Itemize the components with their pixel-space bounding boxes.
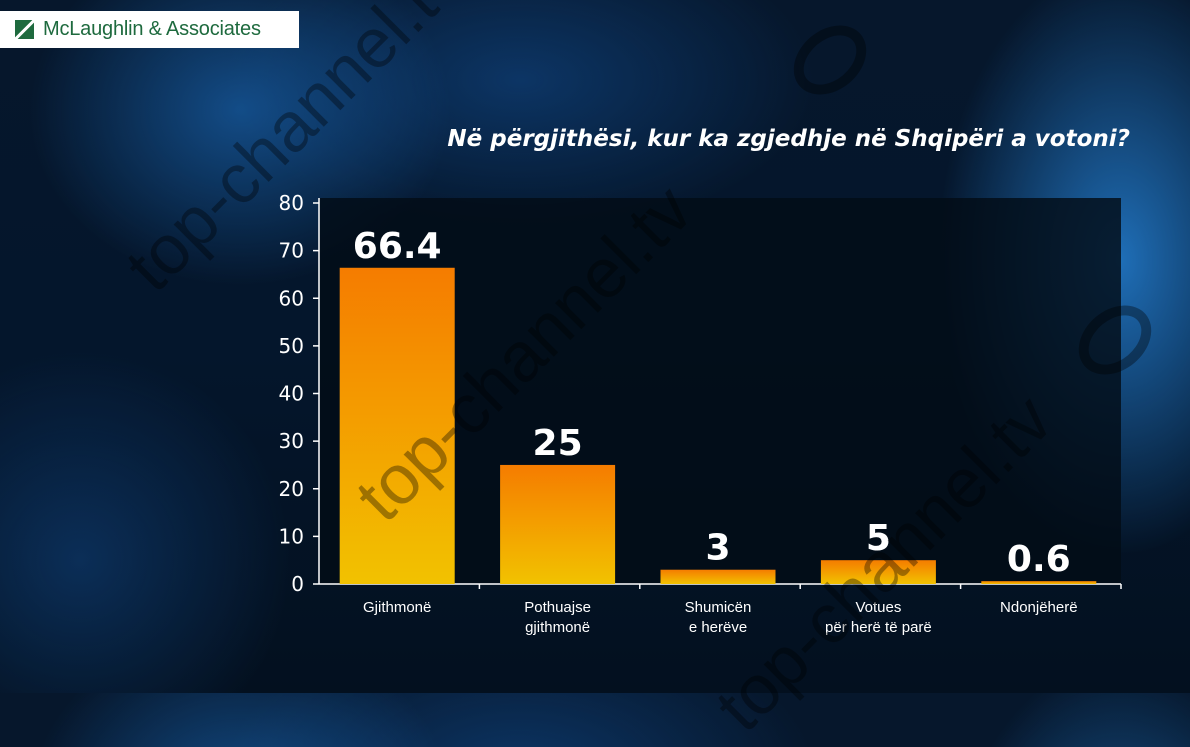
bar	[820, 560, 936, 584]
data-label: 3	[705, 528, 730, 569]
x-tick-label: Ndonjëherë	[1000, 599, 1078, 616]
y-tick-label: 0	[291, 572, 304, 596]
x-tick-label: Gjithmonë	[363, 599, 431, 616]
bar	[660, 569, 776, 584]
y-tick-label: 20	[279, 477, 304, 501]
y-tick-label: 60	[279, 286, 304, 310]
brand-name: McLaughlin & Associates	[43, 18, 261, 40]
bar	[500, 464, 616, 584]
y-tick-label: 80	[279, 191, 304, 215]
bar	[981, 581, 1097, 584]
bar	[339, 267, 455, 584]
chart-title: Në përgjithësi, kur ka zgjedhje në Shqip…	[447, 126, 1130, 152]
data-label: 66.4	[353, 226, 442, 267]
brand-mark-icon	[15, 20, 34, 39]
data-label: 5	[866, 518, 891, 559]
x-tick-label: Votues për herë të parë	[825, 599, 932, 636]
data-label: 0.6	[1007, 539, 1071, 580]
y-tick-label: 10	[279, 524, 304, 548]
data-label: 25	[533, 423, 583, 464]
brand-logo: McLaughlin & Associates	[0, 11, 299, 48]
bar-chart: 0 10 20 30 40 50 60 70 80 66.4 Gjithmonë 25 Pothuajs…	[279, 191, 1097, 636]
y-tick-label: 40	[279, 382, 304, 406]
y-tick-label: 70	[279, 239, 304, 263]
y-tick-label: 30	[279, 429, 304, 453]
x-tick-label: Shumicën e herëve	[685, 599, 752, 636]
y-tick-label: 50	[279, 334, 304, 358]
x-tick-label: Pothuajse gjithmonë	[524, 599, 591, 636]
